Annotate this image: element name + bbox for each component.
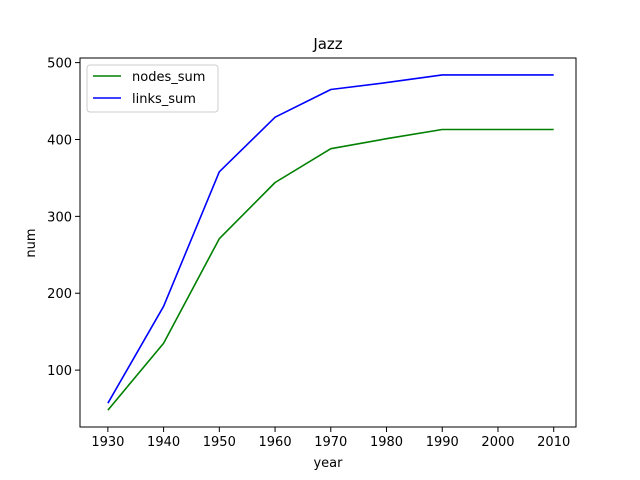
y-tick-label: 500 [47,57,72,72]
x-tick-label: 1960 [259,435,292,450]
y-axis-ticks: 100 200 300 400 500 [47,57,80,379]
y-tick-label: 100 [47,364,72,379]
y-axis-label: num [24,228,39,257]
x-tick-label: 2000 [481,435,514,450]
legend-label: links_sum [132,92,196,107]
plot-frame [79,57,577,428]
x-tick-label: 1930 [91,435,124,450]
x-tick-label: 1950 [203,435,236,450]
x-tick-label: 2010 [537,435,570,450]
chart-title: Jazz [312,35,342,53]
y-tick-label: 200 [47,287,72,302]
x-tick-label: 1980 [370,435,403,450]
x-axis-label: year [313,456,343,471]
series-line-links-sum [107,74,554,404]
series-line-nodes-sum [107,128,554,411]
x-tick-label: 1970 [314,435,347,450]
x-axis-ticks: 1930 1940 1950 1960 1970 1980 1990 2000 2010 [91,427,570,450]
legend-label: nodes_sum [132,70,205,85]
y-tick-label: 400 [47,133,72,148]
x-tick-label: 1940 [147,435,180,450]
x-tick-label: 1990 [426,435,459,450]
legend: nodes_sum links_sum [86,64,219,113]
series-lines [107,74,554,411]
y-tick-label: 300 [47,210,72,225]
